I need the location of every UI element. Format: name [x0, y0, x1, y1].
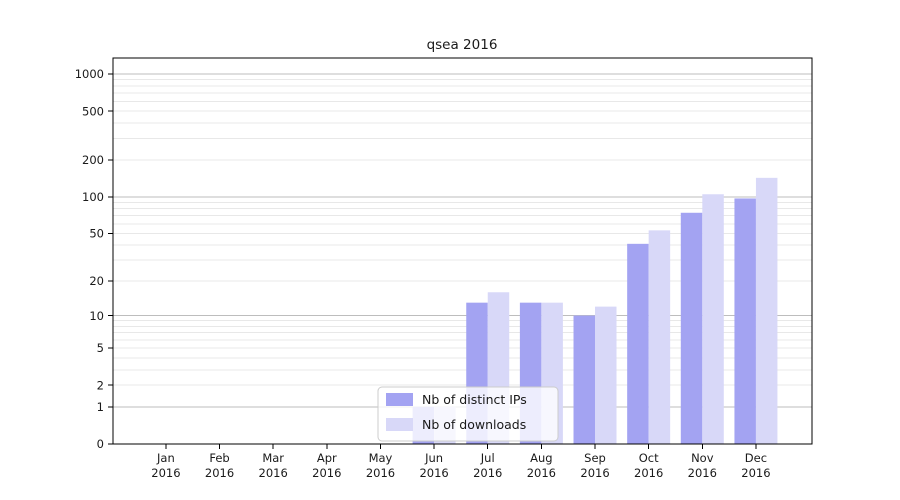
x-tick-label-month: Jun — [424, 451, 443, 465]
bar-distinct-ips — [734, 198, 756, 444]
x-tick-label-year: 2016 — [259, 466, 288, 480]
y-tick-label: 100 — [82, 190, 104, 204]
chart-title: qsea 2016 — [427, 37, 498, 53]
x-tick-label-year: 2016 — [419, 466, 448, 480]
x-tick-label-year: 2016 — [634, 466, 663, 480]
y-tick-label: 200 — [82, 153, 104, 167]
x-tick-label-month: Jan — [156, 451, 175, 465]
legend-label: Nb of distinct IPs — [422, 392, 527, 407]
bar-downloads — [648, 230, 671, 444]
x-tick-label-year: 2016 — [741, 466, 770, 480]
y-tick-label: 0 — [97, 437, 104, 451]
x-tick-label-month: Feb — [209, 451, 229, 465]
y-tick-label: 2 — [97, 378, 104, 392]
x-tick-label-month: Mar — [262, 451, 284, 465]
x-tick-label-year: 2016 — [527, 466, 556, 480]
x-tick-label-year: 2016 — [366, 466, 395, 480]
bar-downloads — [755, 177, 778, 445]
x-tick-label-month: Sep — [584, 451, 606, 465]
x-tick-label-year: 2016 — [473, 466, 502, 480]
x-tick-label-month: Dec — [745, 451, 767, 465]
x-tick-label-month: Jul — [480, 451, 495, 465]
bar-distinct-ips — [573, 315, 596, 444]
legend-swatch — [386, 418, 413, 431]
x-tick-label-month: Nov — [691, 451, 714, 465]
x-tick-label-month: Oct — [639, 451, 659, 465]
x-tick-label-year: 2016 — [205, 466, 234, 480]
legend-swatch — [386, 393, 413, 406]
x-tick-label-year: 2016 — [580, 466, 609, 480]
bar-distinct-ips — [627, 243, 649, 444]
y-tick-label: 10 — [89, 309, 104, 323]
x-tick-label-year: 2016 — [151, 466, 180, 480]
bar-distinct-ips — [680, 212, 703, 444]
bar-downloads — [702, 194, 724, 444]
y-tick-label: 1000 — [75, 67, 104, 81]
x-tick-label-year: 2016 — [312, 466, 341, 480]
y-tick-label: 5 — [97, 341, 104, 355]
x-tick-label-month: Apr — [317, 451, 337, 465]
x-tick-label-year: 2016 — [688, 466, 717, 480]
plot-border — [112, 57, 813, 445]
legend-label: Nb of downloads — [422, 417, 526, 432]
y-tick-label: 1 — [97, 400, 104, 414]
y-tick-label: 50 — [89, 227, 104, 241]
x-tick-label-month: May — [369, 451, 393, 465]
bar-downloads — [595, 306, 617, 444]
legend-box — [377, 386, 559, 442]
x-tick-label-month: Aug — [530, 451, 552, 465]
y-tick-label: 20 — [89, 274, 104, 288]
y-tick-label: 500 — [82, 104, 104, 118]
